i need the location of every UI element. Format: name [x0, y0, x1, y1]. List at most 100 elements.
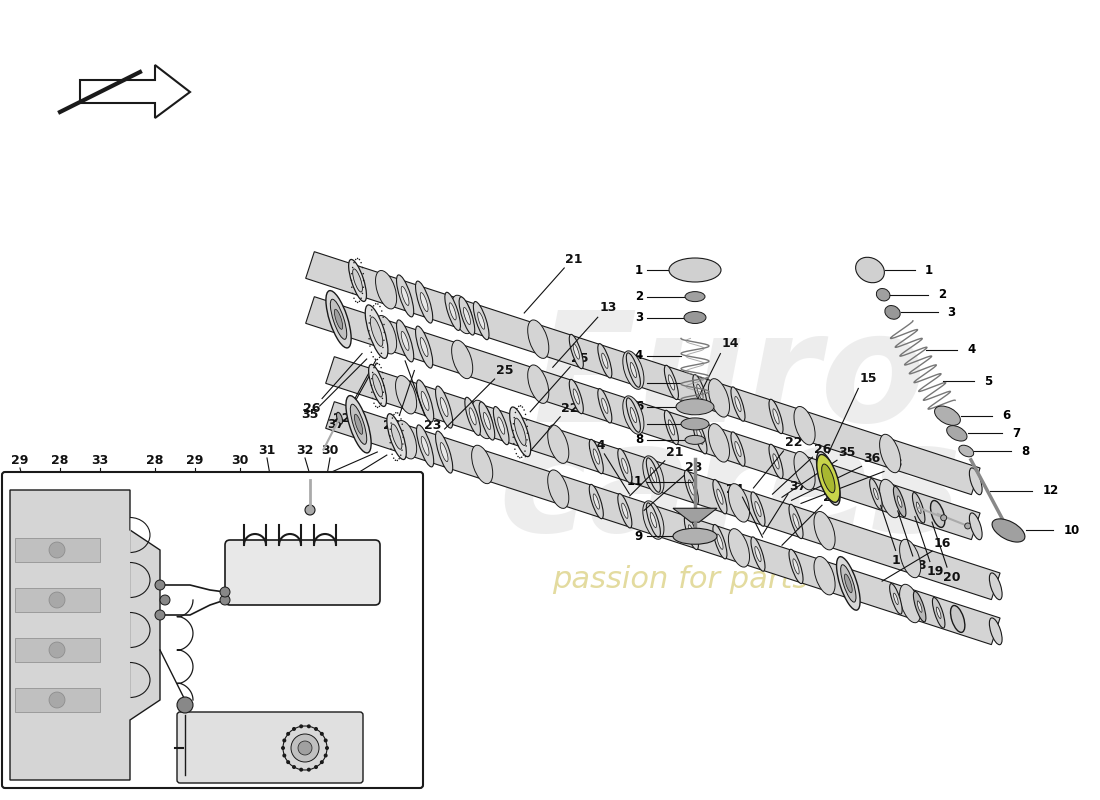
Ellipse shape: [356, 258, 359, 259]
Ellipse shape: [525, 414, 526, 415]
Ellipse shape: [371, 351, 372, 353]
Ellipse shape: [708, 424, 729, 462]
Ellipse shape: [623, 396, 643, 434]
Ellipse shape: [548, 470, 569, 508]
Ellipse shape: [626, 398, 640, 432]
Ellipse shape: [517, 456, 519, 458]
Ellipse shape: [354, 414, 363, 434]
Ellipse shape: [793, 558, 799, 574]
Ellipse shape: [684, 470, 699, 505]
Ellipse shape: [440, 398, 448, 417]
Circle shape: [280, 746, 285, 750]
Circle shape: [314, 727, 318, 731]
Ellipse shape: [353, 298, 354, 299]
Ellipse shape: [326, 290, 351, 348]
Ellipse shape: [395, 412, 397, 414]
Ellipse shape: [350, 404, 366, 444]
Ellipse shape: [375, 364, 376, 366]
Text: 2: 2: [635, 290, 643, 303]
Text: 35: 35: [301, 407, 318, 421]
Ellipse shape: [573, 389, 580, 404]
Circle shape: [940, 514, 947, 521]
Ellipse shape: [480, 402, 495, 440]
Ellipse shape: [396, 421, 417, 459]
Ellipse shape: [377, 303, 378, 305]
Text: 33: 33: [91, 454, 109, 466]
Ellipse shape: [376, 358, 378, 360]
Text: 34: 34: [166, 598, 184, 611]
Ellipse shape: [351, 280, 352, 282]
Ellipse shape: [684, 515, 699, 550]
Bar: [15, 588, 100, 612]
Ellipse shape: [913, 591, 926, 622]
Ellipse shape: [516, 453, 517, 454]
Ellipse shape: [375, 315, 397, 354]
Circle shape: [50, 592, 65, 608]
Ellipse shape: [514, 449, 516, 450]
Ellipse shape: [368, 322, 370, 324]
Ellipse shape: [713, 479, 727, 514]
Ellipse shape: [626, 353, 640, 387]
Ellipse shape: [371, 391, 373, 393]
Text: 22: 22: [784, 437, 802, 450]
Ellipse shape: [621, 458, 628, 474]
Ellipse shape: [513, 437, 514, 438]
Ellipse shape: [363, 280, 364, 282]
Ellipse shape: [516, 408, 518, 410]
Ellipse shape: [515, 412, 516, 414]
Polygon shape: [326, 402, 1000, 645]
Ellipse shape: [602, 398, 608, 414]
Ellipse shape: [521, 457, 522, 458]
Ellipse shape: [664, 410, 679, 445]
Circle shape: [298, 741, 312, 755]
Text: 3: 3: [635, 311, 643, 324]
Text: 38: 38: [278, 489, 296, 502]
Ellipse shape: [935, 406, 960, 426]
Ellipse shape: [373, 374, 383, 397]
Ellipse shape: [383, 324, 385, 326]
Ellipse shape: [669, 420, 674, 435]
Circle shape: [320, 732, 323, 736]
Ellipse shape: [642, 501, 664, 539]
Ellipse shape: [528, 365, 549, 403]
Ellipse shape: [381, 353, 382, 354]
Ellipse shape: [735, 442, 741, 457]
Ellipse shape: [352, 293, 353, 294]
Ellipse shape: [696, 429, 703, 444]
Text: 7: 7: [1012, 427, 1020, 440]
Ellipse shape: [684, 311, 706, 323]
Ellipse shape: [373, 356, 374, 358]
Ellipse shape: [873, 488, 878, 499]
Text: 24: 24: [587, 439, 605, 452]
Ellipse shape: [717, 534, 723, 550]
Ellipse shape: [363, 273, 364, 274]
Circle shape: [292, 734, 319, 762]
Ellipse shape: [400, 418, 402, 420]
Ellipse shape: [685, 435, 705, 444]
Circle shape: [220, 595, 230, 605]
Ellipse shape: [870, 478, 882, 509]
Ellipse shape: [898, 496, 902, 507]
Ellipse shape: [880, 434, 901, 473]
Ellipse shape: [459, 297, 475, 335]
Ellipse shape: [696, 384, 703, 399]
Ellipse shape: [713, 525, 727, 559]
Ellipse shape: [959, 446, 974, 457]
Ellipse shape: [708, 378, 729, 417]
Ellipse shape: [825, 469, 833, 488]
Ellipse shape: [845, 574, 853, 593]
Ellipse shape: [381, 402, 382, 404]
Circle shape: [299, 768, 304, 772]
Ellipse shape: [389, 435, 390, 437]
Ellipse shape: [642, 456, 664, 494]
Ellipse shape: [497, 417, 505, 434]
Ellipse shape: [469, 408, 476, 425]
Ellipse shape: [351, 273, 352, 274]
Ellipse shape: [817, 454, 840, 502]
Text: 30: 30: [231, 454, 249, 466]
Ellipse shape: [420, 293, 428, 312]
Ellipse shape: [355, 301, 356, 302]
Text: cares: cares: [498, 415, 961, 565]
Circle shape: [50, 542, 65, 558]
Ellipse shape: [520, 405, 521, 406]
